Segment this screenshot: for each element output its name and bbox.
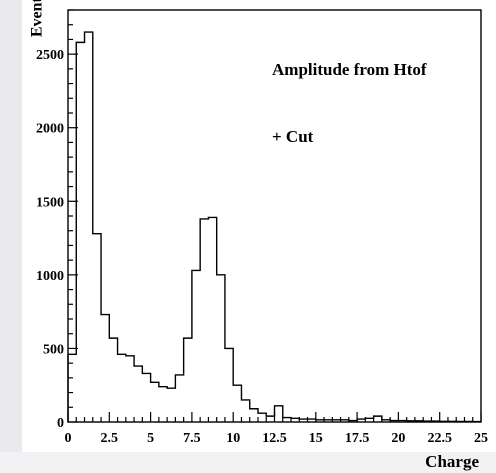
- x-tick-label: 5: [147, 431, 154, 446]
- histogram-bin: [316, 420, 324, 422]
- histogram-bin: [93, 234, 101, 422]
- left-background-strip: [0, 0, 22, 473]
- histogram-bin: [217, 275, 225, 422]
- histogram-bin: [225, 348, 233, 422]
- histogram-bin: [308, 419, 316, 422]
- histogram-bin: [464, 421, 472, 422]
- x-tick-label: 15: [309, 431, 323, 446]
- histogram-bin: [291, 418, 299, 422]
- y-tick-label: 0: [57, 416, 64, 431]
- x-axis-label: Charge: [425, 452, 479, 471]
- histogram-bin: [109, 338, 117, 422]
- x-tick-label: 7.5: [183, 431, 201, 446]
- histogram-bin: [275, 406, 283, 422]
- histogram-bin: [266, 416, 274, 422]
- histogram-bin: [398, 421, 406, 422]
- histogram-bin: [200, 219, 208, 422]
- histogram-bin: [341, 420, 349, 422]
- histogram-bin: [192, 270, 200, 422]
- histogram-bin: [241, 400, 249, 422]
- histogram-bin: [159, 387, 167, 422]
- y-tick-label: 2000: [36, 122, 64, 137]
- histogram-bin: [151, 382, 159, 422]
- x-tick-label: 10: [226, 431, 240, 446]
- y-tick-label: 2500: [36, 48, 64, 63]
- annotation-cut: + Cut: [272, 127, 314, 146]
- histogram-bin: [283, 418, 291, 422]
- histogram-bin: [415, 421, 423, 422]
- histogram-bin: [142, 373, 150, 422]
- x-tick-label: 12.5: [262, 431, 287, 446]
- axis-tick-labels: 0 2.5 5 7.5 10 12.5 15 17.5 20 22.5 25 0 500 1000 1500…: [36, 48, 488, 446]
- histogram-bin: [184, 338, 192, 422]
- annotation-amplitude: Amplitude from Htof: [272, 60, 427, 79]
- histogram-bin: [382, 420, 390, 422]
- histogram-bin: [423, 421, 431, 422]
- histogram-bin: [407, 421, 415, 422]
- histogram-bin: [68, 354, 76, 422]
- y-tick-label: 1500: [36, 195, 64, 210]
- histogram-bin: [456, 421, 464, 422]
- histogram-bin: [374, 416, 382, 422]
- histogram-bin: [208, 217, 216, 422]
- histogram-bin: [118, 354, 126, 422]
- histogram-bin: [76, 42, 84, 422]
- histogram-bin: [101, 315, 109, 422]
- bottom-background-strip: [0, 452, 496, 473]
- histogram-bin: [440, 421, 448, 422]
- histogram-bin: [258, 413, 266, 422]
- x-tick-label: 0: [65, 431, 72, 446]
- x-tick-label: 20: [391, 431, 405, 446]
- histogram-bin: [349, 421, 357, 422]
- y-tick-label: 1000: [36, 269, 64, 284]
- histogram-bin: [85, 32, 93, 422]
- histogram-series: [67, 31, 482, 423]
- x-tick-label: 2.5: [101, 431, 119, 446]
- histogram-bin: [167, 388, 175, 422]
- histogram-bin: [126, 356, 134, 422]
- histogram-bin: [448, 421, 456, 422]
- histogram-bin: [250, 409, 258, 422]
- histogram-bin: [390, 421, 398, 422]
- histogram-bin: [134, 366, 142, 422]
- histogram-bin: [365, 418, 373, 422]
- histogram-bin: [233, 385, 241, 422]
- y-tick-label: 500: [43, 342, 64, 357]
- x-tick-label: 17.5: [345, 431, 370, 446]
- histogram-bin: [357, 419, 365, 422]
- histogram-bin: [299, 419, 307, 422]
- histogram-bin: [431, 421, 439, 422]
- y-axis-label: Events: [29, 0, 46, 37]
- histogram-bin: [324, 420, 332, 422]
- x-tick-label: 25: [474, 431, 488, 446]
- histogram-bin: [175, 375, 183, 422]
- plot-frame: [67, 9, 482, 423]
- x-tick-label: 22.5: [427, 431, 452, 446]
- histogram-bin: [332, 420, 340, 422]
